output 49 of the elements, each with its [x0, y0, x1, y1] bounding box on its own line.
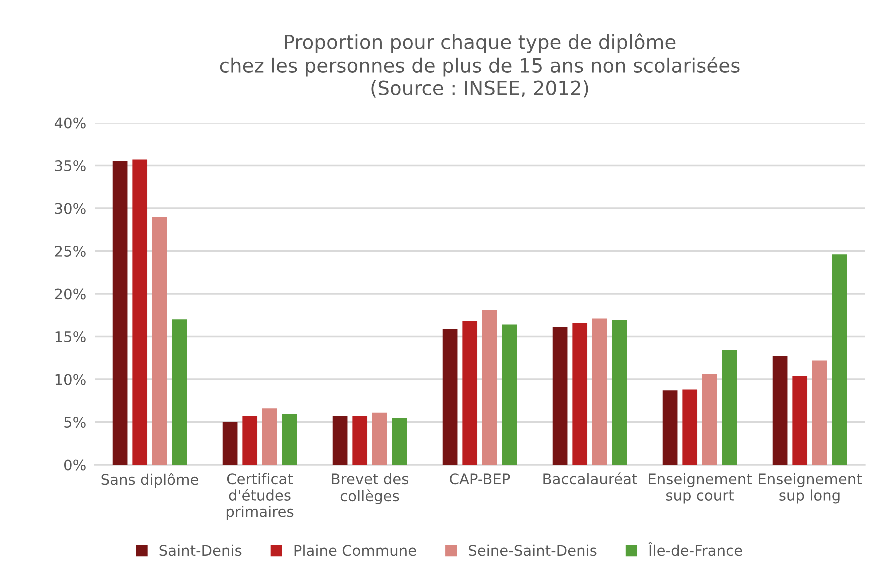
bar	[242, 416, 258, 465]
bar	[392, 418, 408, 465]
bar	[352, 416, 368, 465]
y-tick-label: 5%	[64, 416, 86, 428]
x-tick-label: Baccalauréat	[544, 472, 638, 485]
bar	[722, 350, 738, 465]
x-tick-label: Enseignement sup long	[759, 473, 862, 504]
y-tick-label: 15%	[56, 331, 86, 342]
bar	[552, 327, 568, 465]
legend-label: Plaine Commune	[294, 544, 416, 556]
bar	[372, 412, 388, 465]
y-tick-label: 35%	[55, 160, 86, 172]
bar	[462, 321, 478, 465]
y-tick-label: 30%	[55, 203, 86, 214]
bar	[282, 414, 298, 465]
bar	[812, 360, 828, 465]
legend-label: Île-de-France	[648, 542, 742, 556]
x-tick-label: CAP-BEP	[450, 474, 510, 485]
legend-label: Saint-Denis	[160, 544, 242, 556]
bar	[262, 408, 278, 465]
y-tick-label: 40%	[54, 118, 86, 129]
x-tick-label: Enseignement sup court	[649, 473, 752, 504]
y-tick-label: 0%	[64, 460, 86, 471]
bar	[832, 254, 848, 465]
legend-label: Seine-Saint-Denis	[469, 544, 597, 556]
bar	[222, 422, 238, 465]
bar	[662, 390, 678, 465]
y-tick-label: 25%	[55, 246, 86, 257]
bar	[592, 318, 608, 465]
bar	[442, 329, 458, 465]
y-tick-label: 10%	[56, 374, 86, 386]
bar	[702, 374, 718, 465]
x-tick-label: Brevet des collèges	[332, 473, 408, 504]
bar	[572, 323, 588, 465]
bar	[502, 324, 518, 465]
bar	[682, 390, 698, 465]
y-tick-label: 20%	[55, 288, 86, 300]
bar	[792, 376, 808, 465]
bar	[772, 356, 788, 465]
bar	[172, 320, 188, 465]
bar	[482, 310, 498, 465]
bar	[612, 320, 628, 465]
bar	[132, 160, 148, 465]
x-tick-label: Sans diplôme	[102, 473, 198, 488]
bar	[152, 217, 168, 465]
x-tick-label: Certificat d'études primaires	[226, 473, 294, 520]
bar	[112, 161, 128, 465]
bar	[332, 416, 348, 465]
chart-title: Proportion pour chaque type de diplôme chez les personnes de plus de 15 ans non scolarisées (Source : INSEE, 2012)	[220, 34, 740, 98]
